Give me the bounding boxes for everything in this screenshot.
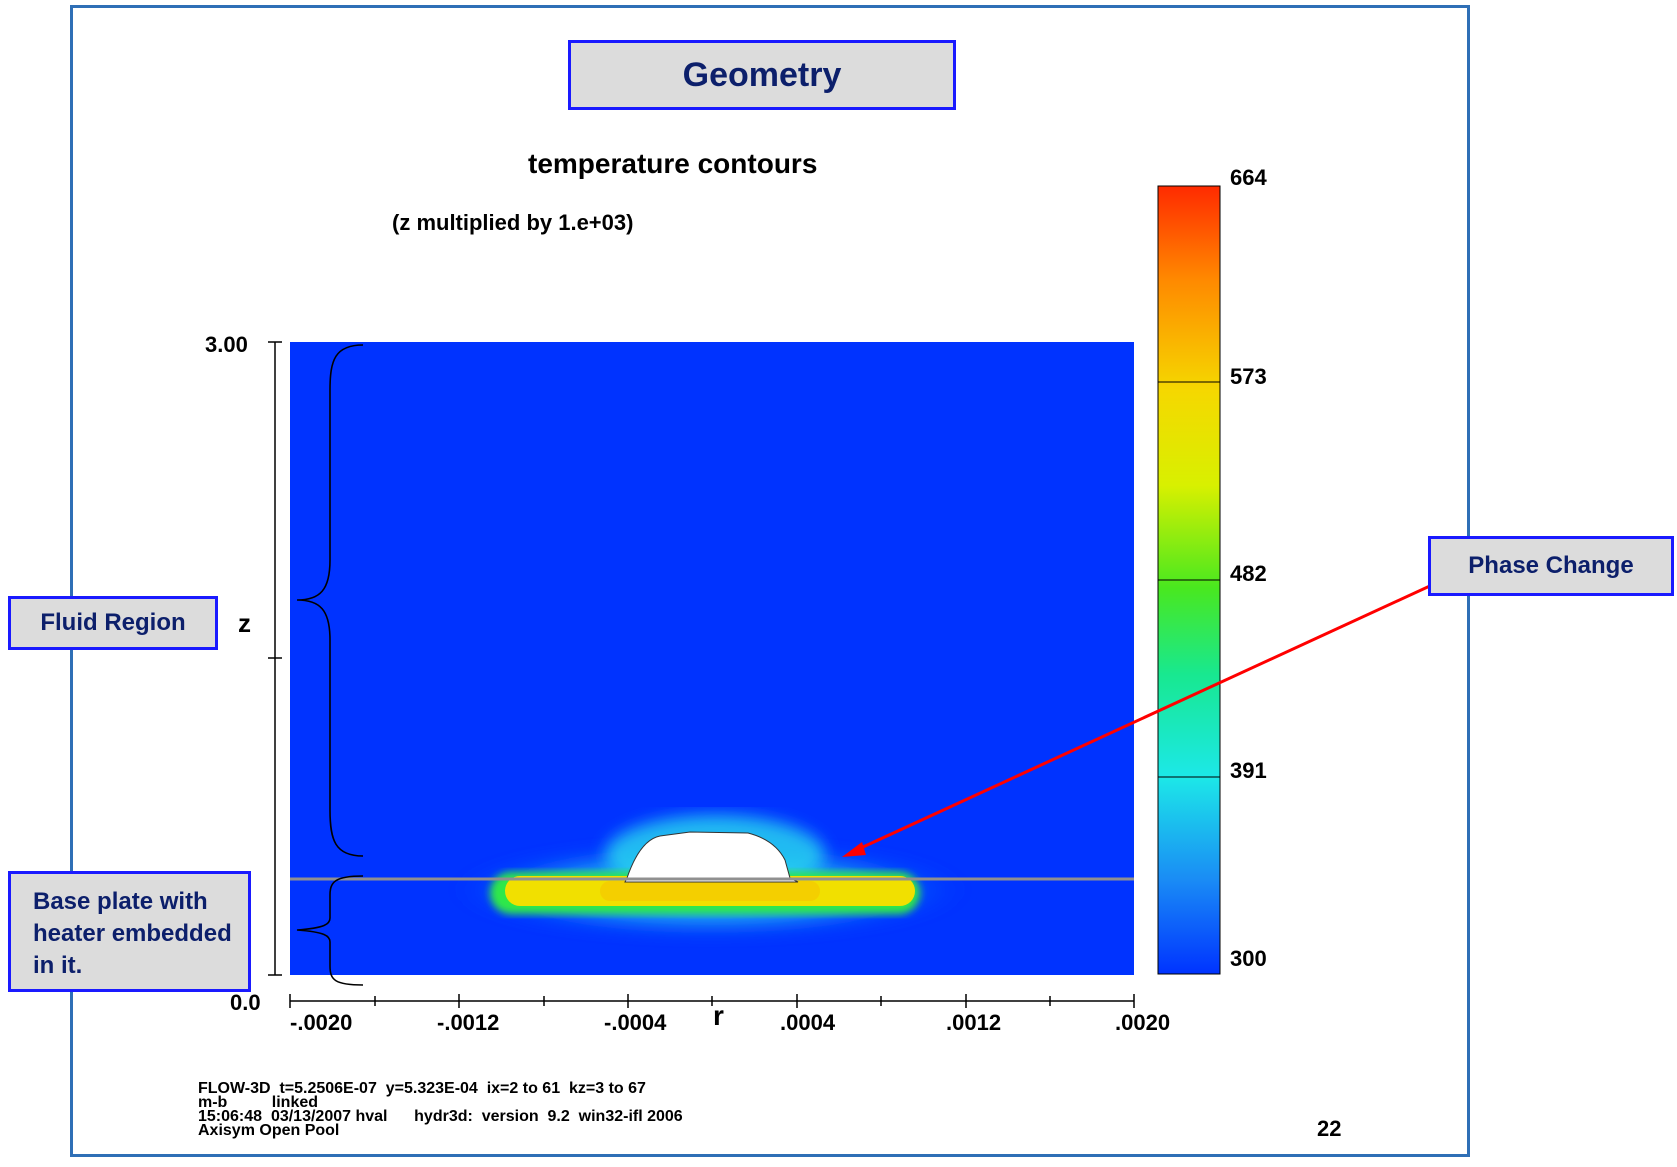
x-tick: -.0004 [604,1010,667,1035]
footer-line: m-b linked [198,1094,319,1111]
colorbar-tick: 300 [1230,946,1267,971]
base-plate-label: Base plate with heater embedded in it. [8,871,251,992]
plot-subtitle: (z multiplied by 1.e+03) [392,210,634,235]
heater-center [600,881,820,901]
page-number: 22 [1317,1116,1342,1141]
footer-info: FLOW-3D t=5.2506E-07 y=5.323E-04 ix=2 to… [198,1080,683,1139]
x-axis-label: r [713,1000,724,1031]
y-axis-label: z [238,608,251,638]
x-tick: .0020 [1115,1010,1171,1035]
fluid-region-label: Fluid Region [8,596,218,650]
x-tick: -.0012 [437,1010,500,1035]
colorbar-tick: 573 [1230,364,1267,389]
x-tick: .0004 [780,1010,836,1035]
x-tick: -.0020 [290,1010,353,1035]
colorbar-tick: 482 [1230,561,1267,586]
slide-title: Geometry [568,40,956,110]
colorbar-tick: 664 [1230,165,1267,190]
x-tick: .0012 [946,1010,1002,1035]
base-plate-brace [296,875,364,986]
footer-line: 15:06:48 03/13/2007 hval hydr3d: version… [198,1108,683,1125]
footer-line: FLOW-3D t=5.2506E-07 y=5.323E-04 ix=2 to… [198,1080,646,1097]
y-tick-top: 3.00 [205,332,248,357]
fluid-region-brace [296,344,364,857]
colorbar-tick: 391 [1230,758,1267,783]
arrow-head-icon [842,842,866,857]
footer-line: Axisym Open Pool [198,1122,340,1139]
phase-change-arrow [849,583,1433,855]
vapor-bubble [624,831,799,883]
plot-title: temperature contours [528,148,818,179]
y-tick-bottom: 0.0 [230,990,261,1015]
phase-change-label: Phase Change [1428,536,1674,596]
